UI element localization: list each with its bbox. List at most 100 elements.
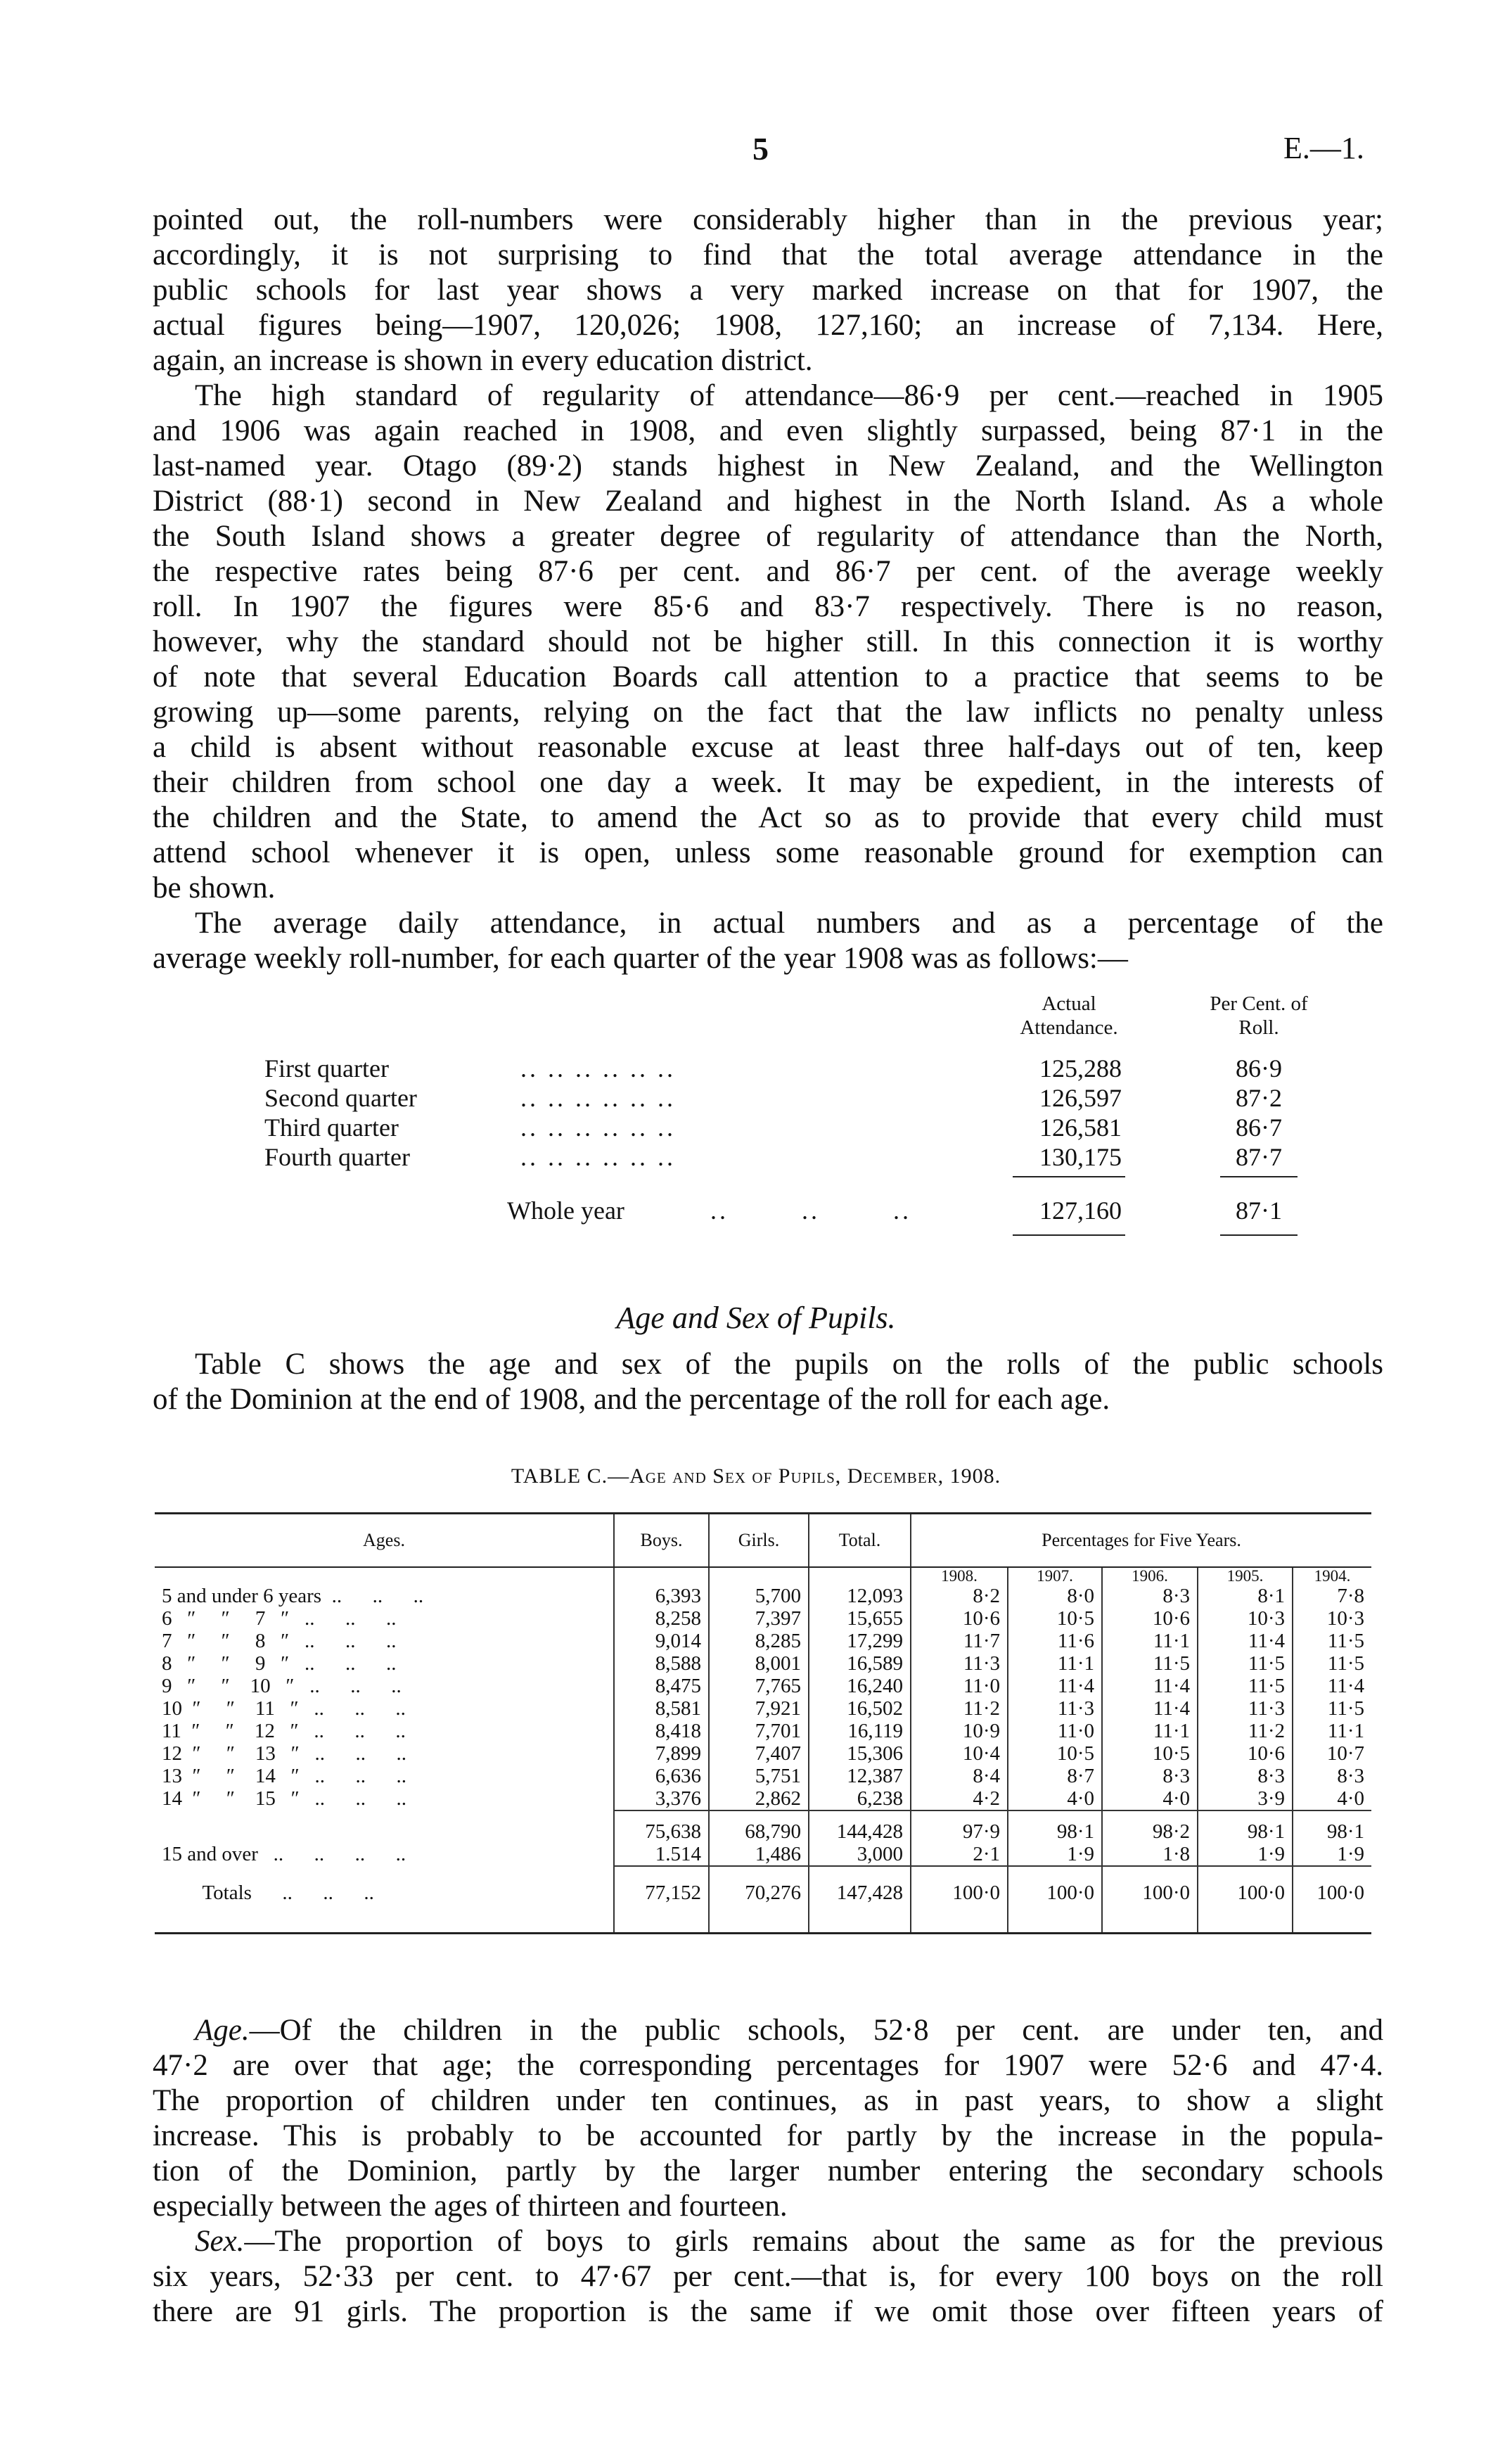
header-boys: Boys. xyxy=(613,1512,709,1568)
paragraph-lead: Age. xyxy=(195,2014,250,2047)
percent-cell: 3·9 xyxy=(1197,1787,1293,1811)
percent-cell: 10·3 xyxy=(1197,1607,1293,1630)
percent-cell: 10·7 xyxy=(1292,1742,1371,1765)
percent-value: 86·9 xyxy=(1236,1054,1282,1082)
text-line: pointed out, the roll-numbers were consi… xyxy=(153,203,1383,236)
empty-cell xyxy=(1101,1904,1198,1934)
quarter-row-whole-year: Whole year .. .. .. 127,160 87·1 xyxy=(0,1196,1336,1225)
text-line: Sex.—The proportion of boys to girls rem… xyxy=(153,2224,1383,2259)
percent-value: 87·2 xyxy=(1236,1084,1282,1112)
text-line: The high standard of regularity of atten… xyxy=(195,379,1383,412)
boys-cell: 75,638 xyxy=(613,1820,709,1843)
percent-cell: 10·5 xyxy=(1007,1742,1102,1765)
section-heading: Age and Sex of Pupils. xyxy=(616,1301,896,1335)
percent-cell: 10·9 xyxy=(910,1720,1008,1742)
divider xyxy=(1220,1234,1298,1236)
text-line: the children and the State, to amend the… xyxy=(153,801,1383,834)
document-reference: E.—1. xyxy=(1283,131,1364,165)
percent-cell: 11·3 xyxy=(1197,1697,1293,1720)
table-row: 10 ″ ″ 11 ″ .. .. .. 8,581 7,921 16,502 11·2… xyxy=(155,1697,1371,1720)
header-ages: Ages. xyxy=(155,1512,614,1568)
empty-cell xyxy=(910,1904,1008,1934)
empty-cell xyxy=(613,1904,709,1934)
percent-cell: 11·4 xyxy=(1292,1675,1371,1697)
empty-cell xyxy=(1292,1904,1371,1934)
leader-dots: .. .. .. .. .. .. xyxy=(520,1054,676,1082)
boys-cell: 6,636 xyxy=(613,1765,709,1787)
text-line: The proportion of children under ten con… xyxy=(153,2083,1383,2119)
row-label: First quarter xyxy=(264,1054,389,1082)
text-line: again, an increase is shown in every edu… xyxy=(153,344,813,377)
age-label: Totals .. .. .. xyxy=(162,1882,374,1904)
table-row: 14 ″ ″ 15 ″ .. .. .. 3,376 2,862 6,238 4·2 4·… xyxy=(155,1787,1371,1811)
boys-cell: 8,475 xyxy=(613,1675,709,1697)
text-line: their children from school one day a wee… xyxy=(153,766,1383,799)
table-row: 5 and under 6 years .. .. .. 6,393 5,700 12… xyxy=(155,1585,1371,1607)
boys-cell: 8,418 xyxy=(613,1720,709,1742)
percent-cell: 11·4 xyxy=(1101,1697,1198,1720)
header-percentages: Percentages for Five Years. xyxy=(910,1512,1371,1568)
row-label: Whole year xyxy=(507,1196,624,1225)
text-line-content: —The proportion of boys to girls remains… xyxy=(244,2225,1383,2258)
table-row: 6 ″ ″ 7 ″ .. .. .. 8,258 7,397 15,655 10·6 10… xyxy=(155,1607,1371,1630)
total-cell: 16,119 xyxy=(808,1720,911,1742)
age-label: 14 ″ ″ 15 ″ .. .. .. xyxy=(162,1787,406,1810)
percent-cell: 2·1 xyxy=(910,1843,1008,1867)
empty-cell xyxy=(1292,1810,1371,1820)
empty-cell xyxy=(155,1866,614,1876)
empty-cell xyxy=(155,1904,614,1934)
total-cell: 15,306 xyxy=(808,1742,911,1765)
age-label: 15 and over .. .. .. .. xyxy=(162,1843,406,1865)
actual-value: 127,160 xyxy=(1039,1196,1122,1225)
percent-cell: 8·3 xyxy=(1101,1765,1198,1787)
text-line: tion of the Dominion, partly by the larg… xyxy=(153,2154,1383,2189)
table-bottom-rule xyxy=(155,1904,1371,1934)
text-line: Age.—Of the children in the public schoo… xyxy=(153,2013,1383,2048)
empty-cell xyxy=(155,1567,614,1585)
row-label: Third quarter xyxy=(264,1113,399,1142)
actual-value: 126,597 xyxy=(1039,1084,1122,1112)
percent-value: 86·7 xyxy=(1236,1113,1282,1142)
text-line: public schools for last year shows a ver… xyxy=(153,274,1383,307)
percent-cell: 98·1 xyxy=(1197,1820,1293,1843)
row-label: Fourth quarter xyxy=(264,1143,410,1171)
row-label: Second quarter xyxy=(264,1084,417,1112)
percent-cell: 100·0 xyxy=(1197,1876,1293,1904)
text-line: average weekly roll-number, for each qua… xyxy=(153,942,1128,975)
percent-cell: 11·5 xyxy=(1197,1652,1293,1675)
girls-cell: 2,862 xyxy=(708,1787,809,1811)
boys-cell: 7,899 xyxy=(613,1742,709,1765)
total-cell: 17,299 xyxy=(808,1630,911,1652)
empty-cell xyxy=(708,1904,809,1934)
table-row: 7 ″ ″ 8 ″ .. .. .. 9,014 8,285 17,299 11·7 11… xyxy=(155,1630,1371,1652)
percent-cell: 10·3 xyxy=(1292,1607,1371,1630)
percent-cell: 8·1 xyxy=(1197,1585,1293,1607)
percent-cell: 4·0 xyxy=(1292,1787,1371,1811)
leader-dots: .. .. .. .. .. .. xyxy=(520,1084,676,1112)
percent-cell: 1·8 xyxy=(1101,1843,1198,1867)
spacer-row xyxy=(155,1810,1371,1820)
percent-value: 87·7 xyxy=(1236,1143,1282,1171)
empty-cell xyxy=(1197,1866,1293,1876)
girls-cell: 68,790 xyxy=(708,1820,809,1843)
percent-cell: 100·0 xyxy=(1101,1876,1198,1904)
percent-cell: 11·3 xyxy=(1007,1697,1102,1720)
header-girls: Girls. xyxy=(708,1512,809,1568)
total-cell: 16,589 xyxy=(808,1652,911,1675)
age-label: 11 ″ ″ 12 ″ .. .. .. xyxy=(162,1720,406,1742)
percent-cell: 4·0 xyxy=(1007,1787,1102,1811)
girls-cell: 8,285 xyxy=(708,1630,809,1652)
empty-cell xyxy=(910,1810,1008,1820)
table-row: 15 and over .. .. .. .. 1.514 1,486 3,000 2·… xyxy=(155,1843,1371,1867)
percent-cell: 4·2 xyxy=(910,1787,1008,1811)
text-line: especially between the ages of thirteen … xyxy=(153,2189,1383,2224)
percent-cell: 97·9 xyxy=(910,1820,1008,1843)
girls-cell: 5,700 xyxy=(708,1585,809,1607)
total-cell: 6,238 xyxy=(808,1787,911,1811)
empty-cell xyxy=(1197,1810,1293,1820)
text-line-content: especially between the ages of thirteen … xyxy=(153,2190,788,2223)
boys-cell: 8,588 xyxy=(613,1652,709,1675)
total-cell: 15,655 xyxy=(808,1607,911,1630)
girls-cell: 7,921 xyxy=(708,1697,809,1720)
empty-cell xyxy=(808,1810,911,1820)
